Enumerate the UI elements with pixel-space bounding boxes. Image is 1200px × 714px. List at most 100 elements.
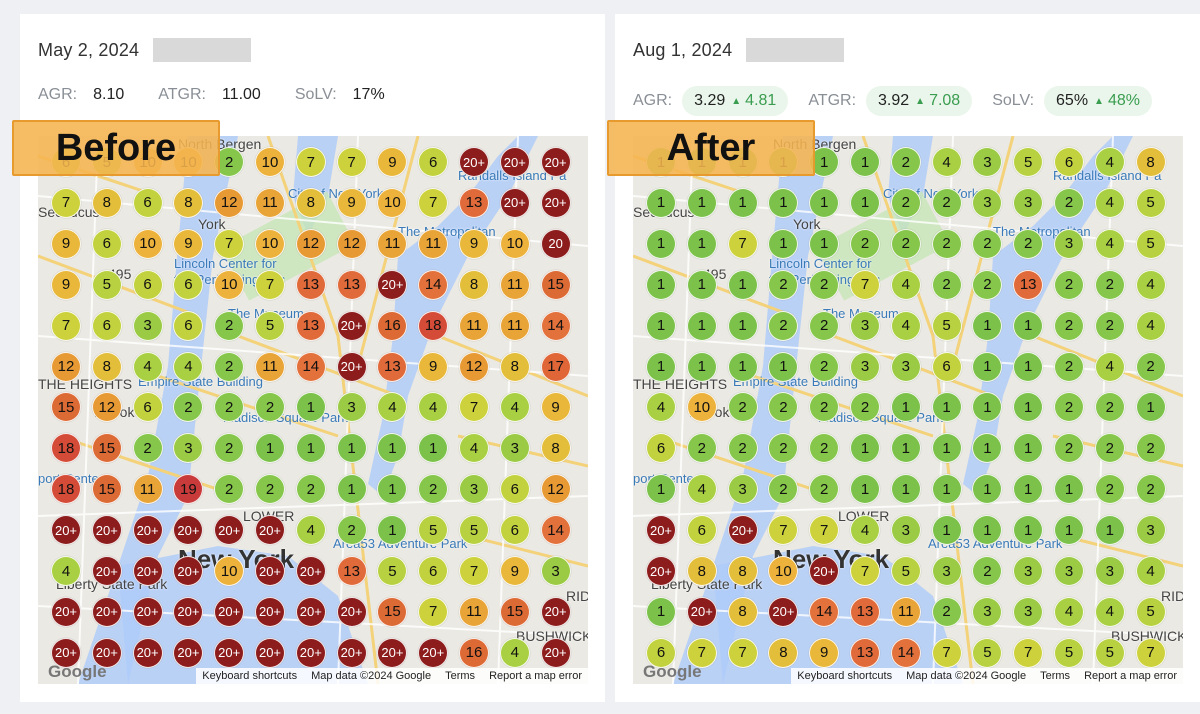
rank-marker[interactable]: 1 (972, 433, 1003, 464)
rank-marker[interactable]: 3 (727, 474, 758, 505)
rank-marker[interactable]: 4 (1094, 147, 1125, 177)
rank-marker[interactable]: 10 (377, 187, 408, 218)
rank-marker[interactable]: 20+ (377, 637, 408, 668)
rank-marker[interactable]: 8 (173, 187, 204, 218)
rank-marker[interactable]: 9 (336, 187, 367, 218)
rank-marker[interactable]: 5 (1135, 187, 1166, 218)
rank-marker[interactable]: 13 (336, 556, 367, 586)
rank-marker[interactable]: 7 (809, 515, 840, 546)
rank-marker[interactable]: 9 (459, 228, 489, 259)
rank-marker[interactable]: 2 (890, 147, 921, 177)
rank-marker[interactable]: 2 (809, 269, 840, 300)
rank-marker[interactable]: 1 (646, 269, 676, 300)
rank-marker[interactable]: 12 (214, 187, 245, 218)
rank-marker[interactable]: 5 (1135, 596, 1166, 627)
rank-marker[interactable]: 14 (809, 596, 840, 627)
rank-marker[interactable]: 1 (850, 147, 880, 177)
rank-marker[interactable]: 10 (499, 228, 530, 259)
rank-marker[interactable]: 6 (931, 351, 962, 382)
rank-marker[interactable]: 4 (499, 392, 530, 423)
rank-marker[interactable]: 7 (850, 269, 880, 300)
rank-marker[interactable]: 4 (499, 637, 530, 668)
rank-marker[interactable]: 1 (646, 228, 676, 259)
rank-marker[interactable]: 1 (646, 596, 676, 627)
rank-marker[interactable]: 5 (890, 556, 921, 586)
rank-marker[interactable]: 7 (727, 637, 758, 668)
rank-marker[interactable]: 11 (132, 474, 163, 505)
rank-marker[interactable]: 2 (809, 310, 840, 341)
rank-marker[interactable]: 8 (686, 556, 717, 586)
rank-marker[interactable]: 14 (540, 515, 571, 546)
rank-marker[interactable]: 6 (132, 392, 163, 423)
rank-marker[interactable]: 20+ (173, 596, 204, 627)
rank-marker[interactable]: 20+ (255, 515, 285, 546)
rank-marker[interactable]: 20+ (295, 637, 326, 668)
rank-marker[interactable]: 8 (727, 596, 758, 627)
rank-marker[interactable]: 1 (336, 474, 367, 505)
rank-marker[interactable]: 16 (377, 310, 408, 341)
rank-marker[interactable]: 1 (646, 310, 676, 341)
rank-marker[interactable]: 4 (890, 310, 921, 341)
rank-marker[interactable]: 1 (727, 187, 758, 218)
rank-marker[interactable]: 4 (1094, 228, 1125, 259)
rank-marker[interactable]: 11 (499, 269, 530, 300)
rank-marker[interactable]: 3 (1135, 515, 1166, 546)
rank-marker[interactable]: 6 (418, 556, 449, 586)
rank-marker[interactable]: 2 (890, 187, 921, 218)
rank-marker[interactable]: 2 (768, 392, 799, 423)
rank-marker[interactable]: 2 (727, 433, 758, 464)
rank-marker[interactable]: 7 (255, 269, 285, 300)
rank-marker[interactable]: 3 (850, 351, 880, 382)
rank-marker[interactable]: 3 (890, 351, 921, 382)
rank-marker[interactable]: 1 (972, 392, 1003, 423)
rank-marker[interactable]: 1 (1094, 515, 1125, 546)
rank-marker[interactable]: 10 (768, 556, 799, 586)
rank-marker[interactable]: 4 (51, 556, 81, 586)
rank-marker[interactable]: 20+ (727, 515, 758, 546)
rank-marker[interactable]: 5 (1013, 147, 1044, 177)
rank-marker[interactable]: 4 (1094, 351, 1125, 382)
rank-marker[interactable]: 3 (499, 433, 530, 464)
rank-marker[interactable]: 2 (214, 392, 245, 423)
rank-marker[interactable]: 1 (686, 228, 717, 259)
rank-marker[interactable]: 2 (931, 228, 962, 259)
rank-marker[interactable]: 9 (51, 269, 81, 300)
rank-marker[interactable]: 2 (1054, 310, 1084, 341)
rank-marker[interactable]: 1 (418, 433, 449, 464)
rank-marker[interactable]: 20+ (540, 637, 571, 668)
rank-marker[interactable]: 5 (1054, 637, 1084, 668)
rank-marker[interactable]: 15 (51, 392, 81, 423)
rank-marker[interactable]: 2 (931, 596, 962, 627)
rank-marker[interactable]: 1 (890, 433, 921, 464)
rank-marker[interactable]: 2 (809, 351, 840, 382)
rank-marker[interactable]: 4 (173, 351, 204, 382)
rank-marker[interactable]: 14 (418, 269, 449, 300)
rank-marker[interactable]: 17 (540, 351, 571, 382)
rank-marker[interactable]: 6 (646, 637, 676, 668)
rank-marker[interactable]: 20+ (336, 596, 367, 627)
rank-marker[interactable]: 6 (132, 187, 163, 218)
rank-marker[interactable]: 2 (1094, 269, 1125, 300)
rank-marker[interactable]: 2 (972, 269, 1003, 300)
rank-marker[interactable]: 20+ (132, 637, 163, 668)
rank-marker[interactable]: 7 (1135, 637, 1166, 668)
rank-marker[interactable]: 20 (540, 228, 571, 259)
rank-marker[interactable]: 20+ (646, 515, 676, 546)
rank-marker[interactable]: 8 (91, 351, 122, 382)
report-error-link[interactable]: Report a map error (489, 670, 582, 682)
rank-marker[interactable]: 2 (850, 228, 880, 259)
rank-marker[interactable]: 14 (540, 310, 571, 341)
rank-marker[interactable]: 3 (540, 556, 571, 586)
rank-marker[interactable]: 8 (499, 351, 530, 382)
rank-marker[interactable]: 8 (540, 433, 571, 464)
rank-marker[interactable]: 1 (850, 187, 880, 218)
rank-marker[interactable]: 1 (972, 310, 1003, 341)
rank-marker[interactable]: 8 (727, 556, 758, 586)
rank-marker[interactable]: 1 (686, 269, 717, 300)
rank-marker[interactable]: 4 (931, 147, 962, 177)
rank-marker[interactable]: 2 (132, 433, 163, 464)
rank-marker[interactable]: 3 (890, 515, 921, 546)
rank-marker[interactable]: 2 (418, 474, 449, 505)
